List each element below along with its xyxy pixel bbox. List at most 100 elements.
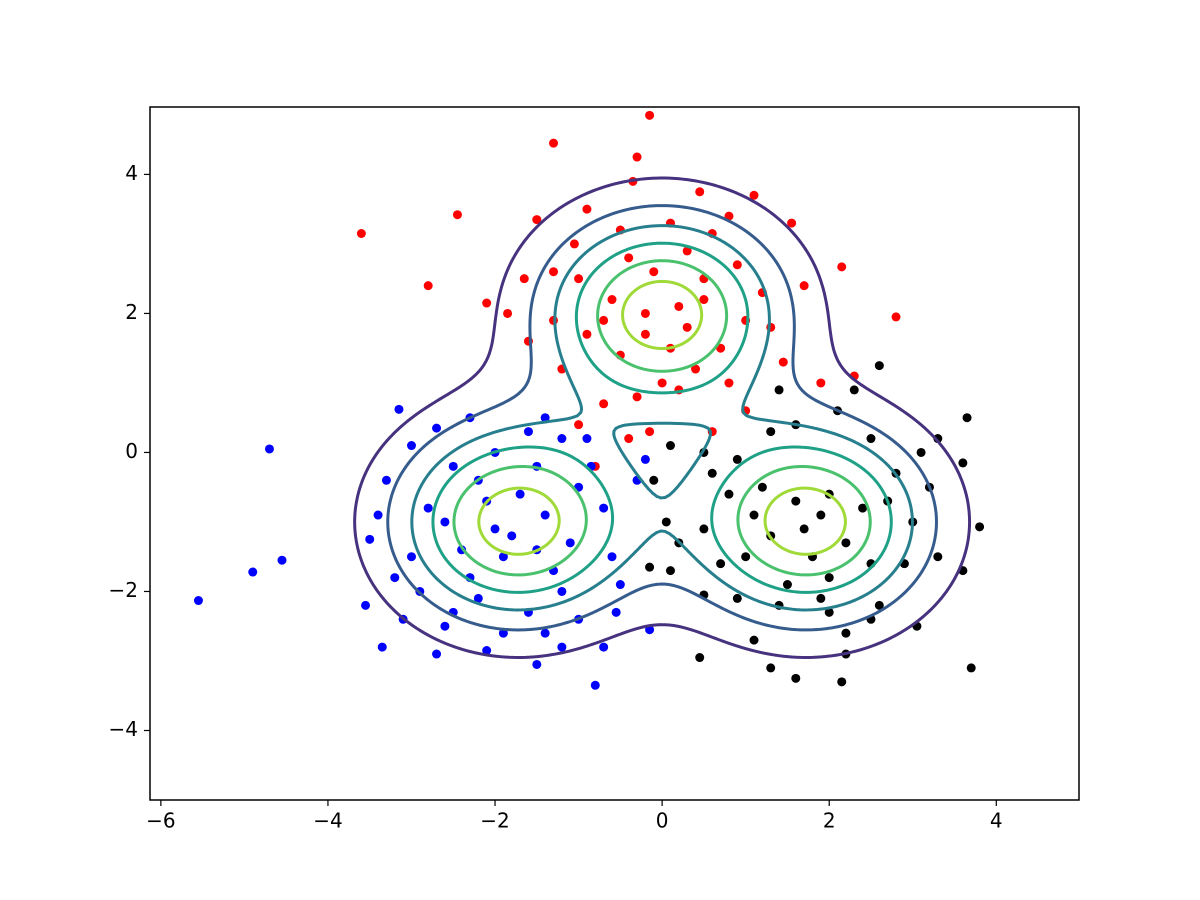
point bbox=[532, 215, 542, 225]
point bbox=[381, 475, 391, 485]
point bbox=[406, 441, 416, 451]
point bbox=[557, 586, 567, 596]
point bbox=[791, 496, 801, 506]
point bbox=[373, 510, 383, 520]
point bbox=[707, 468, 717, 478]
point bbox=[691, 364, 701, 374]
point bbox=[766, 427, 776, 437]
point bbox=[624, 253, 634, 263]
point bbox=[749, 635, 759, 645]
y-tick-label: −4 bbox=[109, 717, 138, 741]
point bbox=[732, 454, 742, 464]
point bbox=[837, 677, 847, 687]
point bbox=[432, 649, 442, 659]
point bbox=[507, 531, 517, 541]
contour-line bbox=[431, 241, 893, 594]
point bbox=[482, 298, 492, 308]
point bbox=[682, 322, 692, 332]
point bbox=[841, 538, 851, 548]
x-tick-label: −6 bbox=[146, 809, 175, 833]
point bbox=[582, 434, 592, 444]
point bbox=[816, 510, 826, 520]
point bbox=[741, 552, 751, 562]
point bbox=[866, 434, 876, 444]
point bbox=[440, 517, 450, 527]
point bbox=[582, 204, 592, 214]
point bbox=[732, 593, 742, 603]
point bbox=[440, 621, 450, 631]
point bbox=[557, 642, 567, 652]
point bbox=[503, 308, 513, 318]
y-tick-label: −2 bbox=[109, 578, 138, 602]
point bbox=[699, 295, 709, 305]
point bbox=[778, 357, 788, 367]
point bbox=[966, 663, 976, 673]
point bbox=[390, 573, 400, 583]
point bbox=[248, 567, 258, 577]
point bbox=[394, 404, 404, 414]
point bbox=[565, 538, 575, 548]
contour-line bbox=[386, 204, 938, 632]
point bbox=[665, 441, 675, 451]
point bbox=[933, 552, 943, 562]
point bbox=[532, 659, 542, 669]
point bbox=[858, 503, 868, 513]
point bbox=[490, 524, 500, 534]
y-tick-label: 0 bbox=[125, 439, 138, 463]
point bbox=[277, 555, 287, 565]
point bbox=[791, 673, 801, 683]
point bbox=[423, 503, 433, 513]
point bbox=[849, 385, 859, 395]
point bbox=[645, 110, 655, 120]
point bbox=[695, 187, 705, 197]
point bbox=[452, 210, 462, 220]
x-tick-label: −2 bbox=[480, 809, 509, 833]
point bbox=[599, 642, 609, 652]
point bbox=[574, 420, 584, 430]
point bbox=[732, 260, 742, 270]
x-tick-label: −4 bbox=[313, 809, 342, 833]
point bbox=[962, 413, 972, 423]
point bbox=[523, 427, 533, 437]
point bbox=[519, 274, 529, 284]
point bbox=[766, 663, 776, 673]
point bbox=[361, 600, 371, 610]
point bbox=[657, 378, 667, 388]
contour-line bbox=[410, 224, 914, 612]
point bbox=[891, 312, 901, 322]
point bbox=[649, 267, 659, 277]
point bbox=[640, 454, 650, 464]
point bbox=[640, 308, 650, 318]
point bbox=[607, 552, 617, 562]
point bbox=[515, 489, 525, 499]
point bbox=[473, 593, 483, 603]
contour-line bbox=[477, 279, 847, 556]
x-tick-label: 4 bbox=[990, 809, 1003, 833]
point bbox=[645, 562, 655, 572]
point bbox=[799, 281, 809, 291]
point bbox=[716, 559, 726, 569]
y-tick-label: 2 bbox=[125, 300, 138, 324]
point bbox=[599, 399, 609, 409]
point bbox=[841, 628, 851, 638]
point bbox=[540, 628, 550, 638]
point bbox=[549, 267, 559, 277]
point bbox=[645, 427, 655, 437]
point bbox=[874, 600, 884, 610]
point bbox=[774, 385, 784, 395]
point bbox=[682, 246, 692, 256]
point bbox=[356, 229, 366, 239]
point bbox=[649, 475, 659, 485]
point bbox=[816, 378, 826, 388]
point bbox=[406, 552, 416, 562]
contour-line bbox=[353, 176, 972, 659]
point bbox=[632, 392, 642, 402]
point bbox=[582, 329, 592, 339]
point bbox=[724, 489, 734, 499]
point bbox=[749, 190, 759, 200]
point bbox=[540, 510, 550, 520]
point bbox=[799, 524, 809, 534]
point bbox=[975, 522, 985, 532]
